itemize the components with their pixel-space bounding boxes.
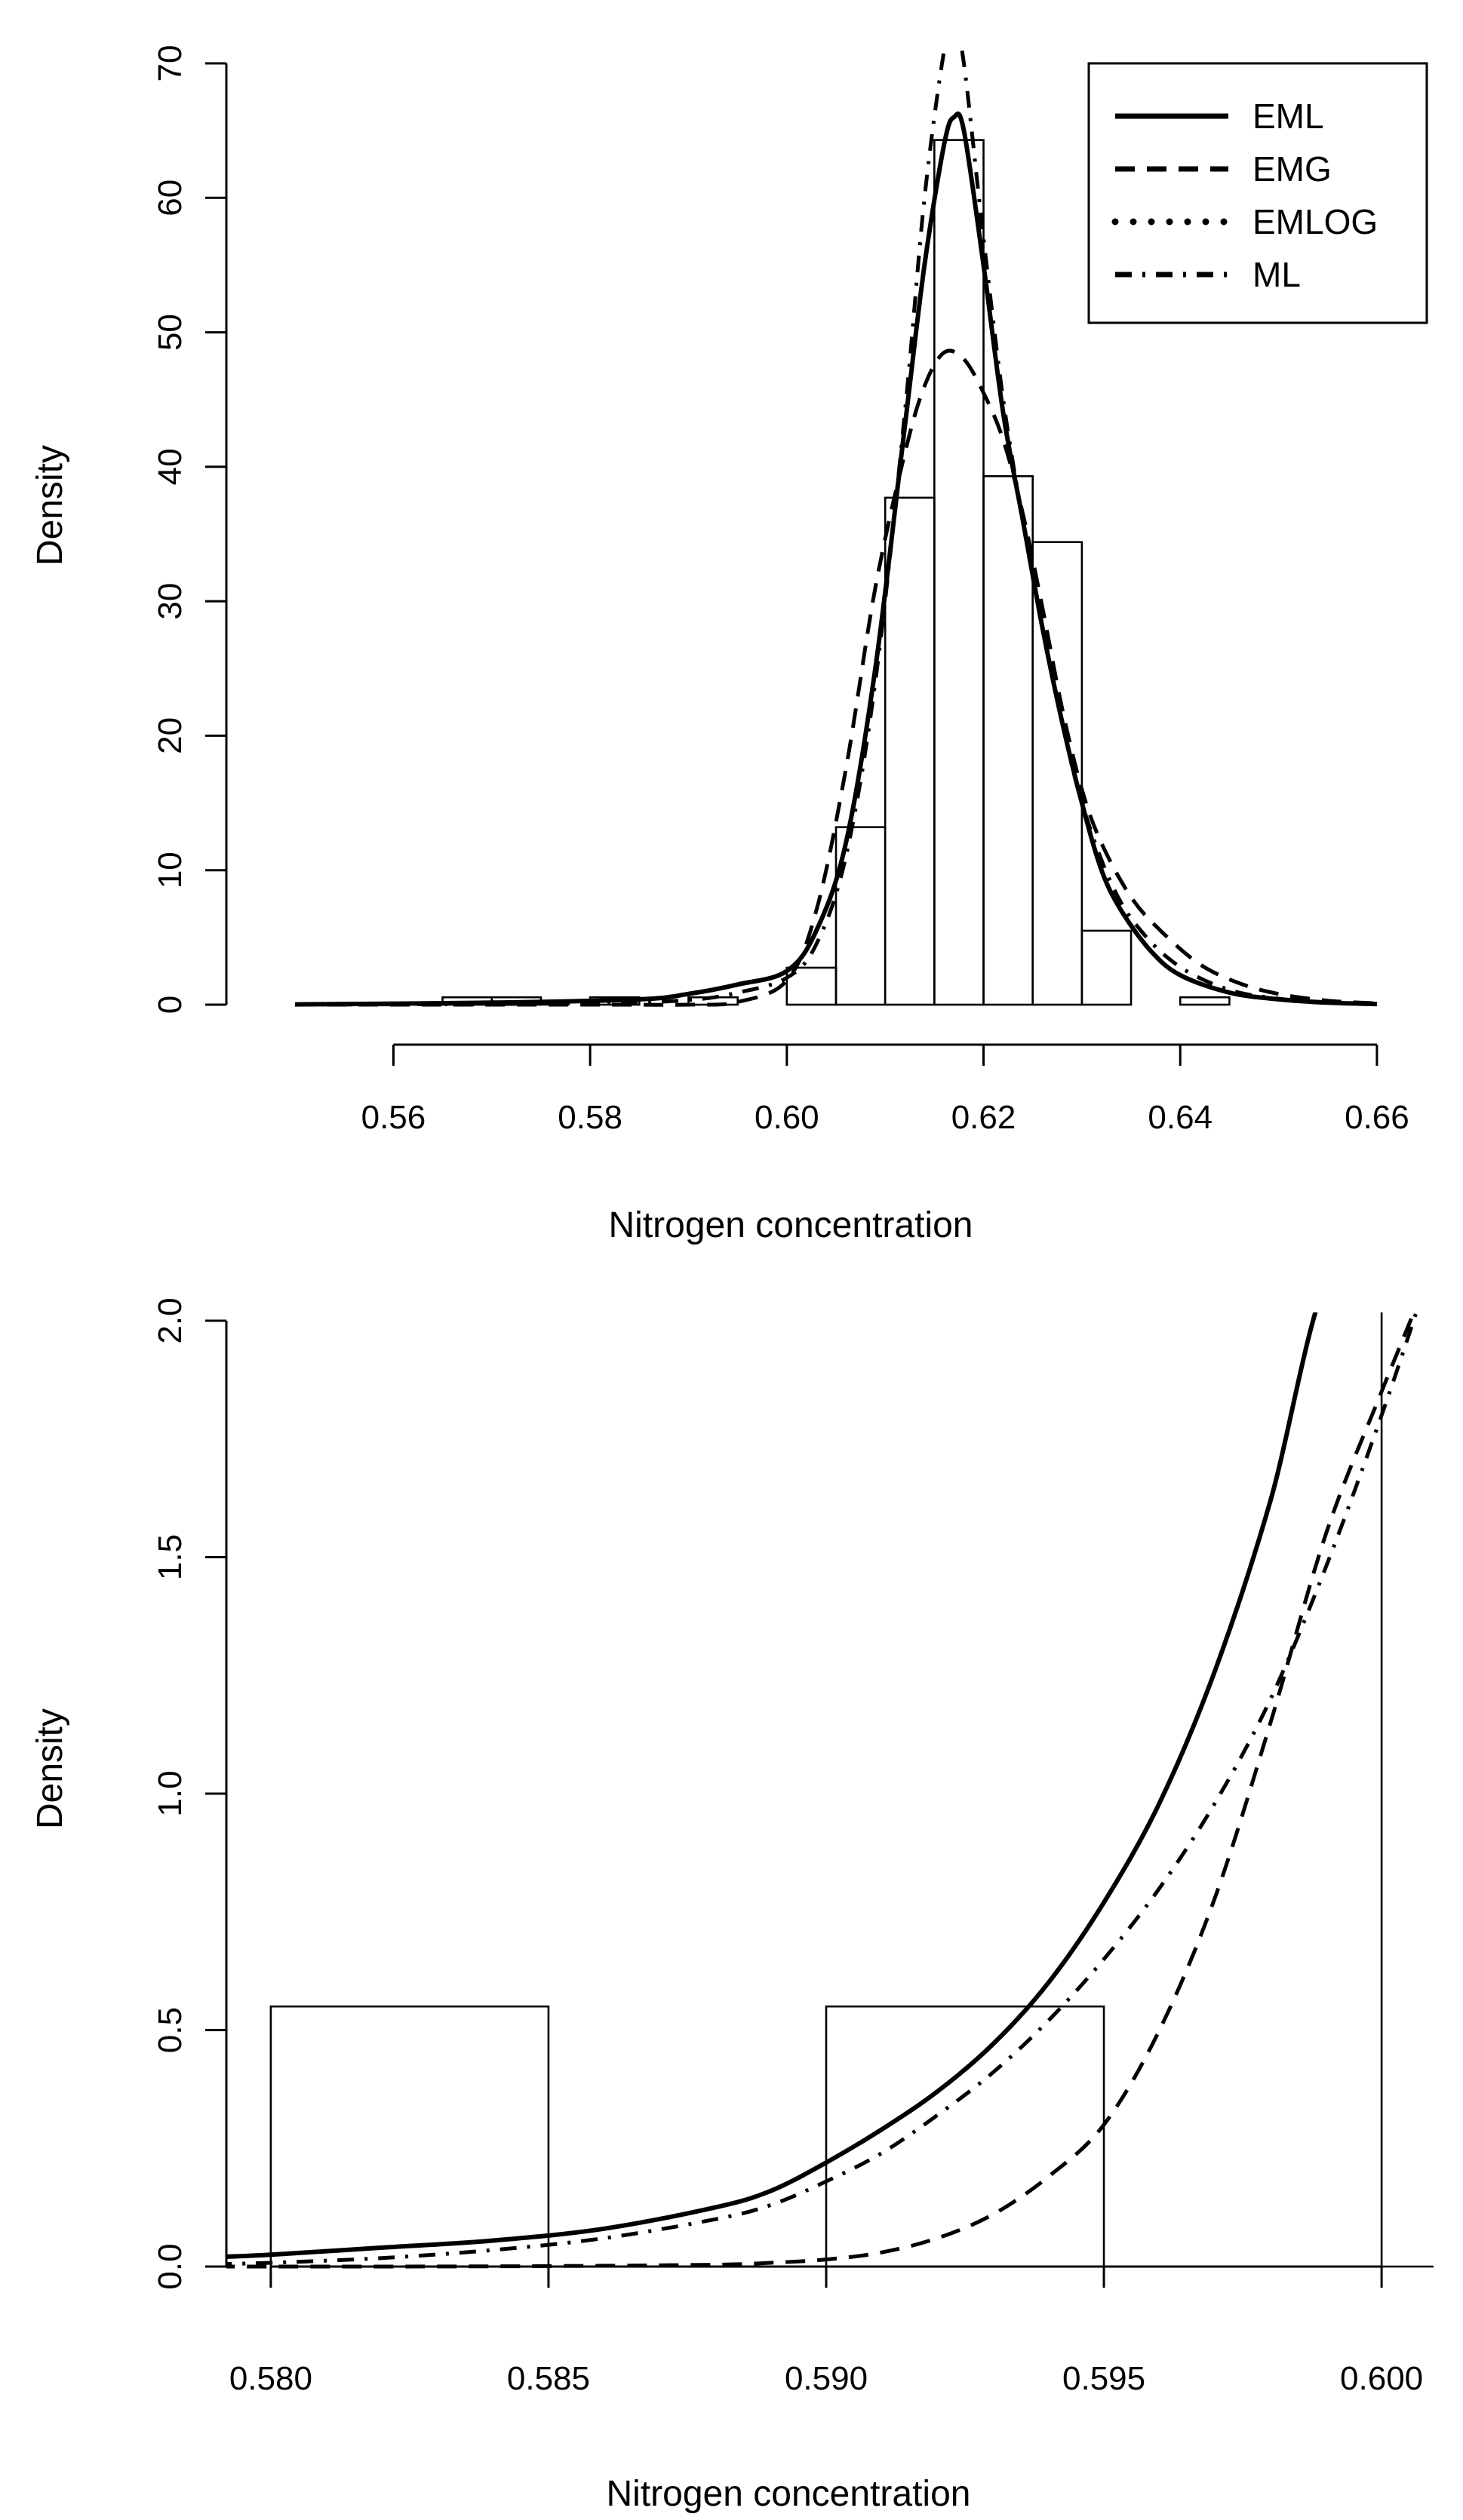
bottom-x-axis: 0.580 0.585 0.590 0.595 0.600 bbox=[229, 2265, 1423, 2397]
histogram-bar bbox=[1179, 996, 1231, 1006]
y-tick-label: 20 bbox=[152, 717, 189, 754]
x-tick-label: 0.56 bbox=[361, 1099, 426, 1136]
histogram-bar bbox=[884, 496, 936, 1006]
y-tick-label: 0 bbox=[152, 996, 189, 1014]
legend-item-ml: ML bbox=[1115, 255, 1301, 294]
x-tick-label: 0.58 bbox=[558, 1099, 622, 1136]
density-curve-eml bbox=[226, 1312, 1318, 2259]
density-curve-emlog bbox=[226, 1626, 1430, 2270]
bottom-x-axis-title: Nitrogen concentration bbox=[607, 2474, 971, 2514]
top-x-axis: 0.56 0.58 0.60 0.62 0.64 0.66 bbox=[361, 1043, 1409, 1136]
x-tick-label: 0.64 bbox=[1148, 1099, 1213, 1136]
top-x-axis-title: Nitrogen concentration bbox=[609, 1205, 973, 1245]
density-curve-eml bbox=[295, 111, 1377, 1007]
bottom-chart: 0.580 0.585 0.590 0.595 0.600 0.0 0.5 1.0 1.5 2.… bbox=[30, 1297, 1434, 2514]
density-curve-emg bbox=[226, 1312, 1416, 2269]
legend-item-emg: EMG bbox=[1115, 149, 1332, 189]
y-tick-label: 1.0 bbox=[152, 1770, 189, 1816]
legend-label-emlog: EMLOG bbox=[1252, 202, 1378, 241]
y-tick-label: 0.0 bbox=[152, 2243, 189, 2289]
density-curve-ml bbox=[226, 1312, 1418, 2267]
x-tick-label: 0.585 bbox=[507, 2360, 590, 2397]
density-curve-ml bbox=[295, 45, 1377, 1007]
histogram-bar bbox=[933, 139, 985, 1006]
top-y-axis-title: Density bbox=[30, 445, 70, 566]
x-tick-label: 0.62 bbox=[951, 1099, 1016, 1136]
legend-label-emg: EMG bbox=[1252, 149, 1332, 189]
legend-label-ml: ML bbox=[1252, 255, 1301, 294]
x-tick-label: 0.595 bbox=[1062, 2360, 1145, 2397]
legend-label-eml: EML bbox=[1252, 97, 1324, 136]
x-tick-label: 0.590 bbox=[785, 2360, 868, 2397]
y-tick-label: 30 bbox=[152, 583, 189, 620]
legend: EML EMG EMLOG ML bbox=[1087, 62, 1428, 324]
histogram-bar bbox=[1380, 1312, 1434, 2268]
x-tick-label: 0.66 bbox=[1345, 1099, 1409, 1136]
y-tick-label: 50 bbox=[152, 314, 189, 351]
y-tick-label: 0.5 bbox=[152, 2007, 189, 2053]
y-tick-label: 60 bbox=[152, 180, 189, 216]
bottom-y-axis-title: Density bbox=[30, 1708, 70, 1829]
bottom-y-axis: 0.0 0.5 1.0 1.5 2.0 bbox=[152, 1297, 228, 2290]
y-tick-label: 10 bbox=[152, 852, 189, 889]
legend-item-emlog: EMLOG bbox=[1111, 202, 1378, 241]
histogram-bar bbox=[1031, 541, 1083, 1006]
density-curve-emg bbox=[295, 348, 1378, 1007]
y-tick-label: 70 bbox=[152, 45, 189, 82]
legend-item-eml: EML bbox=[1115, 97, 1324, 136]
x-tick-label: 0.580 bbox=[229, 2360, 312, 2397]
legend-box bbox=[1087, 62, 1428, 324]
top-density-curves bbox=[295, 45, 1378, 1008]
bottom-density-curves bbox=[226, 1312, 1430, 2270]
x-tick-label: 0.60 bbox=[755, 1099, 819, 1136]
x-tick-label: 0.600 bbox=[1340, 2360, 1423, 2397]
y-tick-label: 2.0 bbox=[152, 1297, 189, 1343]
histogram-bar bbox=[982, 475, 1034, 1006]
top-chart: 0.56 0.58 0.60 0.62 0.64 0.66 0 10 20 30 40 50 60 70… bbox=[30, 45, 1428, 1245]
histogram-bar bbox=[1080, 929, 1133, 1006]
y-tick-label: 1.5 bbox=[152, 1534, 189, 1580]
histogram-bar bbox=[269, 2005, 550, 2268]
y-tick-label: 40 bbox=[152, 448, 189, 485]
top-y-axis: 0 10 20 30 40 50 60 70 bbox=[152, 45, 228, 1014]
bottom-histogram-bars bbox=[269, 1312, 1434, 2268]
